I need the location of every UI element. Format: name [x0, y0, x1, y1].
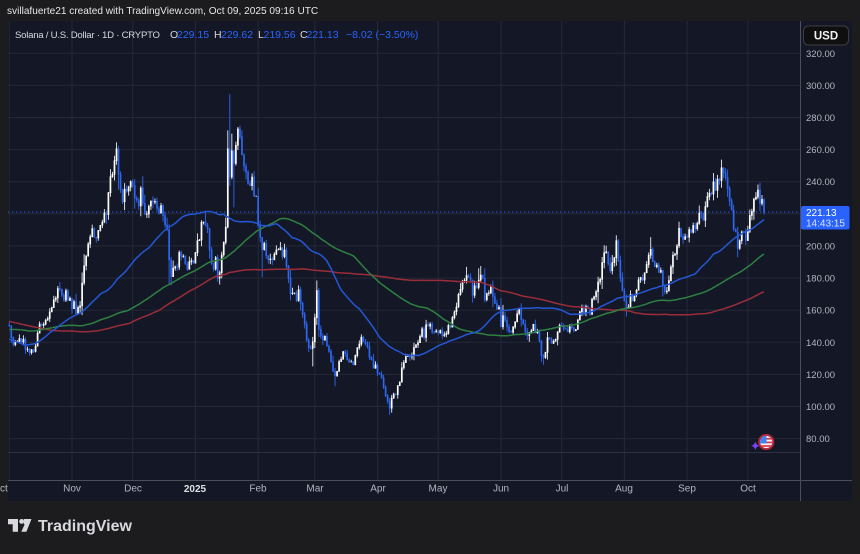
svg-text:221.13: 221.13: [806, 208, 837, 219]
svg-text:Oct: Oct: [740, 484, 756, 495]
svg-text:Jun: Jun: [493, 484, 509, 495]
svg-text:TradingView: TradingView: [38, 518, 133, 535]
svg-text:Oct: Oct: [0, 484, 8, 495]
svg-text:120.00: 120.00: [806, 370, 835, 381]
svg-text:260.00: 260.00: [806, 145, 835, 156]
svg-text:80.00: 80.00: [806, 434, 830, 445]
svg-text:Aug: Aug: [615, 484, 633, 495]
svg-text:320.00: 320.00: [806, 49, 835, 60]
svg-text:Sep: Sep: [678, 484, 696, 495]
svg-text:100.00: 100.00: [806, 402, 835, 413]
svg-text:USD: USD: [814, 31, 838, 43]
svg-text:Nov: Nov: [63, 484, 81, 495]
svg-text:2025: 2025: [184, 484, 207, 495]
svg-text:Jul: Jul: [556, 484, 569, 495]
svg-text:240.00: 240.00: [806, 177, 835, 188]
svg-text:160.00: 160.00: [806, 306, 835, 317]
svg-text:Mar: Mar: [306, 484, 324, 495]
svg-text:200.00: 200.00: [806, 241, 835, 252]
svg-text:300.00: 300.00: [806, 81, 835, 92]
svg-text:140.00: 140.00: [806, 338, 835, 349]
svg-text:14:43:15: 14:43:15: [806, 218, 845, 229]
svg-text:Feb: Feb: [249, 484, 267, 495]
svg-text:Apr: Apr: [370, 484, 386, 495]
svg-text:280.00: 280.00: [806, 113, 835, 124]
svg-text:180.00: 180.00: [806, 274, 835, 285]
svg-text:May: May: [429, 484, 448, 495]
svg-text:Solana / U.S. Dollar · 1D · CR: Solana / U.S. Dollar · 1D · CRYPTO: [15, 30, 160, 41]
svg-text:Dec: Dec: [124, 484, 142, 495]
svg-text:svillafuerte21 created with Tr: svillafuerte21 created with TradingView.…: [7, 6, 318, 17]
